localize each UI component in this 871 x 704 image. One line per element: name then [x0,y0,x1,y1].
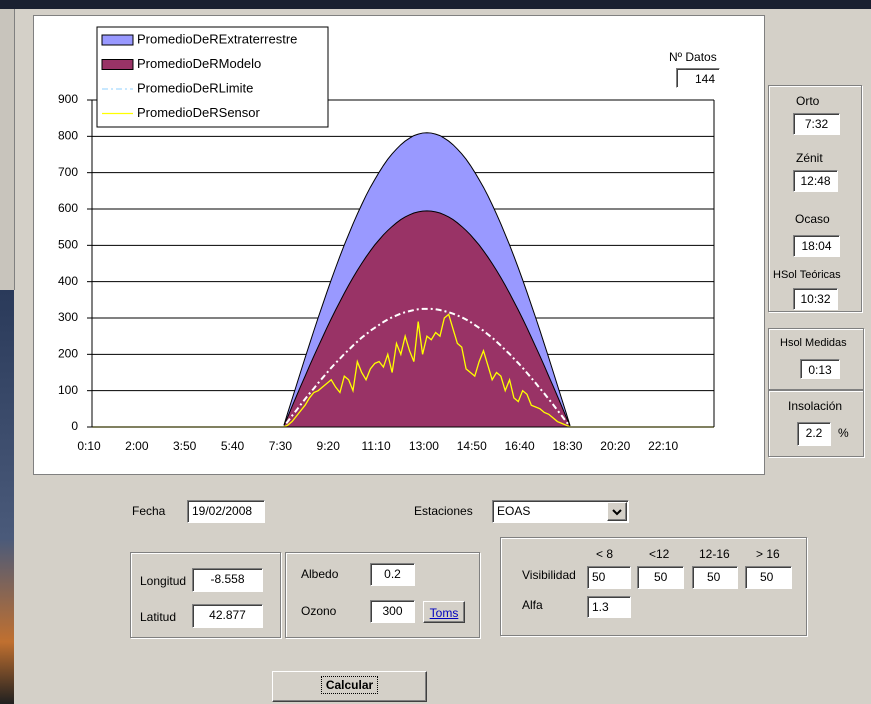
x-tick-label: 2:00 [125,439,149,453]
y-tick-label: 200 [58,347,78,361]
orto-label: Orto [796,94,819,108]
legend-label: PromedioDeRExtraterrestre [137,31,297,46]
ozono-field[interactable]: 300 [370,600,415,623]
hsol-medidas-field[interactable]: 0:13 [800,359,840,379]
visibilidad-label: Visibilidad [522,568,576,582]
legend-label: PromedioDeRLimite [137,80,253,95]
visibilidad-header: > 16 [756,547,780,561]
zenit-label: Zénit [796,151,823,165]
area-series [92,211,714,427]
longitud-field[interactable]: -8.558 [192,568,263,592]
x-tick-label: 22:10 [648,439,678,453]
albedo-label: Albedo [301,567,338,581]
legend-swatch [102,35,133,45]
fecha-field[interactable]: 19/02/2008 [187,500,265,523]
calcular-button[interactable]: Calcular [272,671,427,702]
x-tick-label: 11:10 [362,439,391,453]
longitud-label: Longitud [140,574,186,588]
y-tick-label: 500 [58,238,78,252]
fecha-label: Fecha [132,504,165,518]
visibilidad-field[interactable]: 50 [637,566,684,589]
latitud-label: Latitud [140,610,176,624]
x-tick-label: 14:50 [457,439,487,453]
toms-button[interactable]: Toms [423,601,465,623]
calcular-label: Calcular [321,676,378,694]
orto-field[interactable]: 7:32 [793,113,840,135]
albedo-field[interactable]: 0.2 [370,563,415,586]
zenit-field[interactable]: 12:48 [793,170,838,192]
y-tick-label: 800 [58,129,78,143]
estaciones-label: Estaciones [414,504,473,518]
insolacion-label: Insolación [788,399,842,413]
alfa-field[interactable]: 1.3 [587,596,631,618]
latitud-field[interactable]: 42.877 [192,604,263,628]
ocaso-label: Ocaso [795,212,830,226]
x-tick-label: 16:40 [505,439,535,453]
x-tick-label: 20:20 [600,439,630,453]
hsol-teoricas-label: HSol Teóricas [773,269,841,281]
legend-label: PromedioDeRModelo [137,56,261,71]
hsol-teoricas-field[interactable]: 10:32 [793,288,838,310]
insolacion-unit: % [838,426,849,440]
x-tick-label: 3:50 [173,439,197,453]
n-datos-label: Nº Datos [669,50,717,64]
visibilidad-field[interactable]: 50 [587,566,631,589]
x-tick-label: 18:30 [552,439,582,453]
arrow-icon [608,503,626,520]
dropdown-arrow[interactable] [607,502,627,521]
visibilidad-field[interactable]: 50 [692,566,738,589]
x-tick-label: 9:20 [317,439,341,453]
y-tick-label: 600 [58,201,78,215]
y-tick-label: 900 [58,92,78,106]
insolacion-field[interactable]: 2.2 [797,422,831,446]
x-tick-label: 7:30 [269,439,293,453]
application-window: 0 100 200 300 400 500 600 700 800 900 0:10 2:00 3:50… [0,0,871,704]
y-tick-label: 300 [58,310,78,324]
x-tick-label: 13:00 [409,439,439,453]
ocaso-field[interactable]: 18:04 [793,235,840,257]
y-tick-label: 400 [58,274,78,288]
ozono-label: Ozono [301,604,336,618]
y-tick-label: 0 [71,419,78,433]
visibilidad-header: 12-16 [699,547,730,561]
hsol-medidas-label: Hsol Medidas [780,337,847,349]
visibilidad-header: < 8 [596,547,613,561]
legend-swatch [102,60,133,70]
x-tick-label: 5:40 [221,439,245,453]
y-tick-label: 700 [58,165,78,179]
visibilidad-field[interactable]: 50 [745,566,792,589]
legend-label: PromedioDeRSensor [137,105,261,120]
visibilidad-header: <12 [649,547,669,561]
n-datos-field[interactable]: 144 [676,68,720,88]
alfa-label: Alfa [522,598,543,612]
x-tick-label: 0:10 [77,439,101,453]
y-tick-label: 100 [58,383,78,397]
